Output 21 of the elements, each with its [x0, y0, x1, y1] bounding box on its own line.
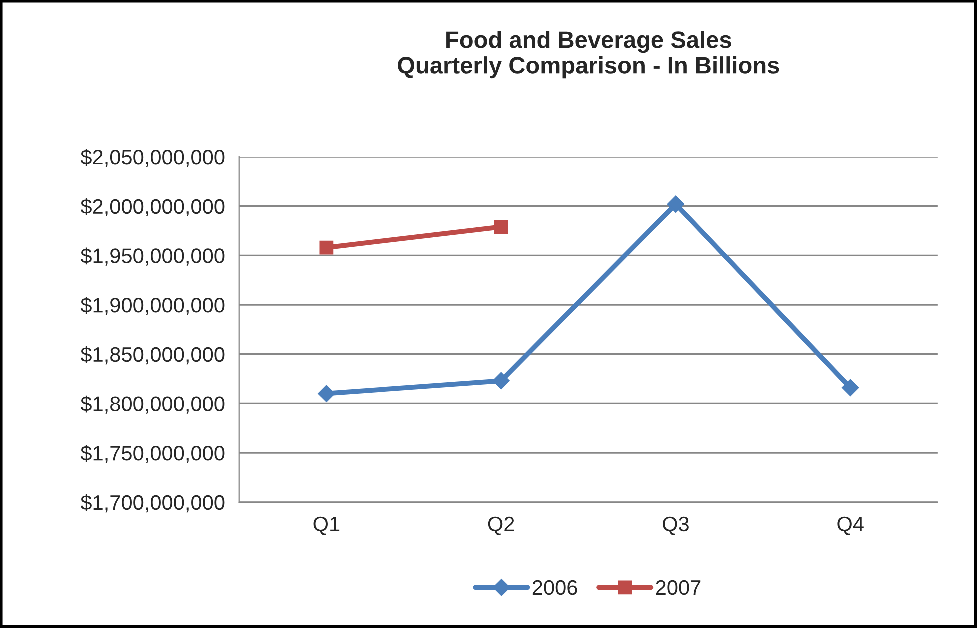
y-tick-label: $2,050,000,000 [80, 149, 225, 168]
chart-title: Food and Beverage Sales Quarterly Comparison - In Billions [398, 31, 780, 79]
x-tick-label: Q4 [838, 516, 864, 536]
y-tick-label: $1,700,000,000 [80, 494, 225, 513]
y-tick-label: $2,000,000,000 [80, 198, 225, 217]
point [492, 372, 510, 390]
point [842, 379, 860, 396]
x-tick-label: Q2 [488, 516, 514, 536]
point [667, 196, 685, 213]
point [320, 240, 334, 255]
x-tick-label: Q1 [314, 516, 340, 536]
y-tick-label: $1,900,000,000 [80, 297, 225, 316]
y-tick-label: $1,950,000,000 [80, 248, 225, 266]
y-tick-label: $1,850,000,000 [80, 346, 225, 365]
point [494, 220, 508, 234]
legend-label: 2007 [656, 580, 701, 596]
y-tick-label: $1,800,000,000 [80, 396, 225, 414]
point [318, 385, 336, 402]
legend-label: 2006 [532, 580, 578, 596]
y-tick-label: $1,750,000,000 [80, 445, 225, 464]
x-tick-label: Q3 [663, 516, 689, 536]
